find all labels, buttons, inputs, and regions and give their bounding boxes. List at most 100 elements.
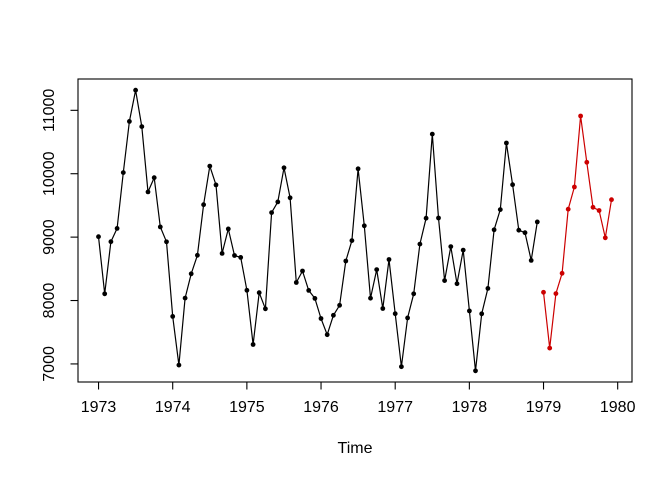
- series-observed-point: [176, 362, 182, 368]
- series-forecast-point: [602, 235, 608, 241]
- series-observed-point: [504, 140, 509, 146]
- series-forecast-point: [584, 159, 590, 165]
- series-forecast-point: [596, 208, 602, 213]
- series-forecast-point: [553, 291, 559, 296]
- x-axis-tick-label: 1973: [81, 399, 117, 416]
- y-axis-tick-label: 11000: [41, 89, 58, 132]
- series-observed-point: [207, 163, 213, 169]
- series-observed-point: [448, 244, 454, 250]
- series-observed-point: [126, 119, 132, 124]
- series-observed-point: [96, 234, 101, 240]
- series-observed-point: [479, 311, 485, 317]
- series-observed-point: [361, 223, 367, 229]
- series-forecast-point: [559, 270, 565, 276]
- series-observed-point: [188, 271, 194, 277]
- series-observed-point: [312, 296, 318, 301]
- series-observed-point: [534, 219, 540, 225]
- x-axis-tick-label: 1975: [229, 399, 265, 416]
- series-observed-point: [442, 278, 447, 283]
- series-observed-point: [454, 281, 460, 287]
- series-forecast-point: [590, 204, 596, 210]
- x-axis-tick-label: 1976: [303, 399, 339, 416]
- series-observed-point: [201, 202, 207, 208]
- series-observed-point: [164, 239, 169, 245]
- plot-box: [77, 78, 633, 383]
- series-observed-point: [306, 288, 312, 293]
- series-observed-point: [423, 215, 429, 221]
- series-forecast-point: [565, 206, 571, 212]
- y-axis-tick-label: 9000: [41, 219, 58, 255]
- series-forecast-point: [578, 113, 583, 119]
- series-observed-point: [157, 224, 163, 230]
- series-observed-point: [386, 257, 392, 262]
- series-observed-point: [120, 170, 126, 176]
- x-axis-tick-label: 1977: [377, 399, 413, 416]
- series-observed-point: [318, 316, 324, 321]
- series-observed-point: [331, 312, 336, 318]
- x-axis-tick-label: 1979: [526, 399, 562, 416]
- series-observed-point: [108, 239, 114, 245]
- x-axis-tick-label: 1978: [452, 399, 488, 416]
- series-forecast-point: [541, 289, 546, 295]
- series-observed-point: [102, 291, 108, 297]
- y-axis-tick-label: 7000: [41, 346, 58, 382]
- series-observed-point: [405, 315, 410, 321]
- series-observed-point: [522, 230, 528, 236]
- series-observed-point: [417, 241, 423, 247]
- series-observed-point: [491, 227, 497, 233]
- series-observed-point: [528, 258, 534, 263]
- series-observed-point: [343, 258, 349, 264]
- series-observed-point: [114, 226, 120, 231]
- series-observed-point: [182, 295, 188, 301]
- series-observed-point: [232, 253, 237, 258]
- series-observed-point: [460, 247, 466, 253]
- y-axis-tick-label: 10000: [41, 151, 58, 196]
- series-observed-point: [429, 131, 435, 137]
- series-observed-point: [281, 165, 287, 171]
- series-observed-point: [225, 226, 231, 232]
- series-observed-point: [213, 182, 219, 188]
- series-observed-line: [97, 89, 538, 372]
- series-forecast-point: [547, 345, 553, 351]
- series-observed-point: [380, 306, 386, 311]
- series-observed-point: [355, 166, 361, 172]
- y-axis-tick-label: 8000: [41, 283, 58, 319]
- series-observed-point: [133, 87, 139, 93]
- series-observed-point: [510, 182, 515, 188]
- series-observed-point: [516, 227, 522, 233]
- series-observed-point: [219, 251, 225, 256]
- series-observed-point: [467, 308, 472, 314]
- series-observed-point: [436, 215, 441, 221]
- series-forecast-point: [609, 197, 614, 203]
- series-observed-point: [324, 332, 330, 338]
- series-observed-point: [473, 368, 478, 374]
- series-observed-point: [497, 207, 503, 213]
- series-observed-point: [238, 255, 244, 260]
- series-observed-point: [411, 291, 417, 297]
- series-observed-point: [250, 342, 256, 347]
- series-observed-point: [485, 286, 491, 291]
- series-observed-point: [195, 252, 200, 258]
- series-observed-point: [293, 280, 299, 285]
- series-observed-point: [256, 290, 262, 296]
- series-observed-point: [269, 210, 274, 216]
- x-axis-tick-label: 1974: [155, 399, 191, 416]
- x-axis-title: Time: [338, 440, 373, 457]
- series-observed-point: [399, 364, 404, 370]
- series-observed-point: [368, 295, 373, 301]
- series-observed-point: [275, 199, 281, 205]
- series-observed-point: [392, 311, 398, 317]
- series-forecast-point: [572, 184, 577, 190]
- series-observed-point: [151, 175, 157, 181]
- series-forecast-line: [542, 115, 613, 349]
- series-observed-point: [374, 267, 380, 272]
- series-observed-point: [349, 238, 355, 244]
- series-observed-point: [139, 124, 145, 129]
- series-observed-point: [263, 306, 268, 312]
- series-observed-point: [287, 195, 293, 201]
- series-observed-point: [300, 268, 305, 274]
- series-observed-point: [337, 302, 342, 308]
- series-observed-point: [145, 189, 151, 195]
